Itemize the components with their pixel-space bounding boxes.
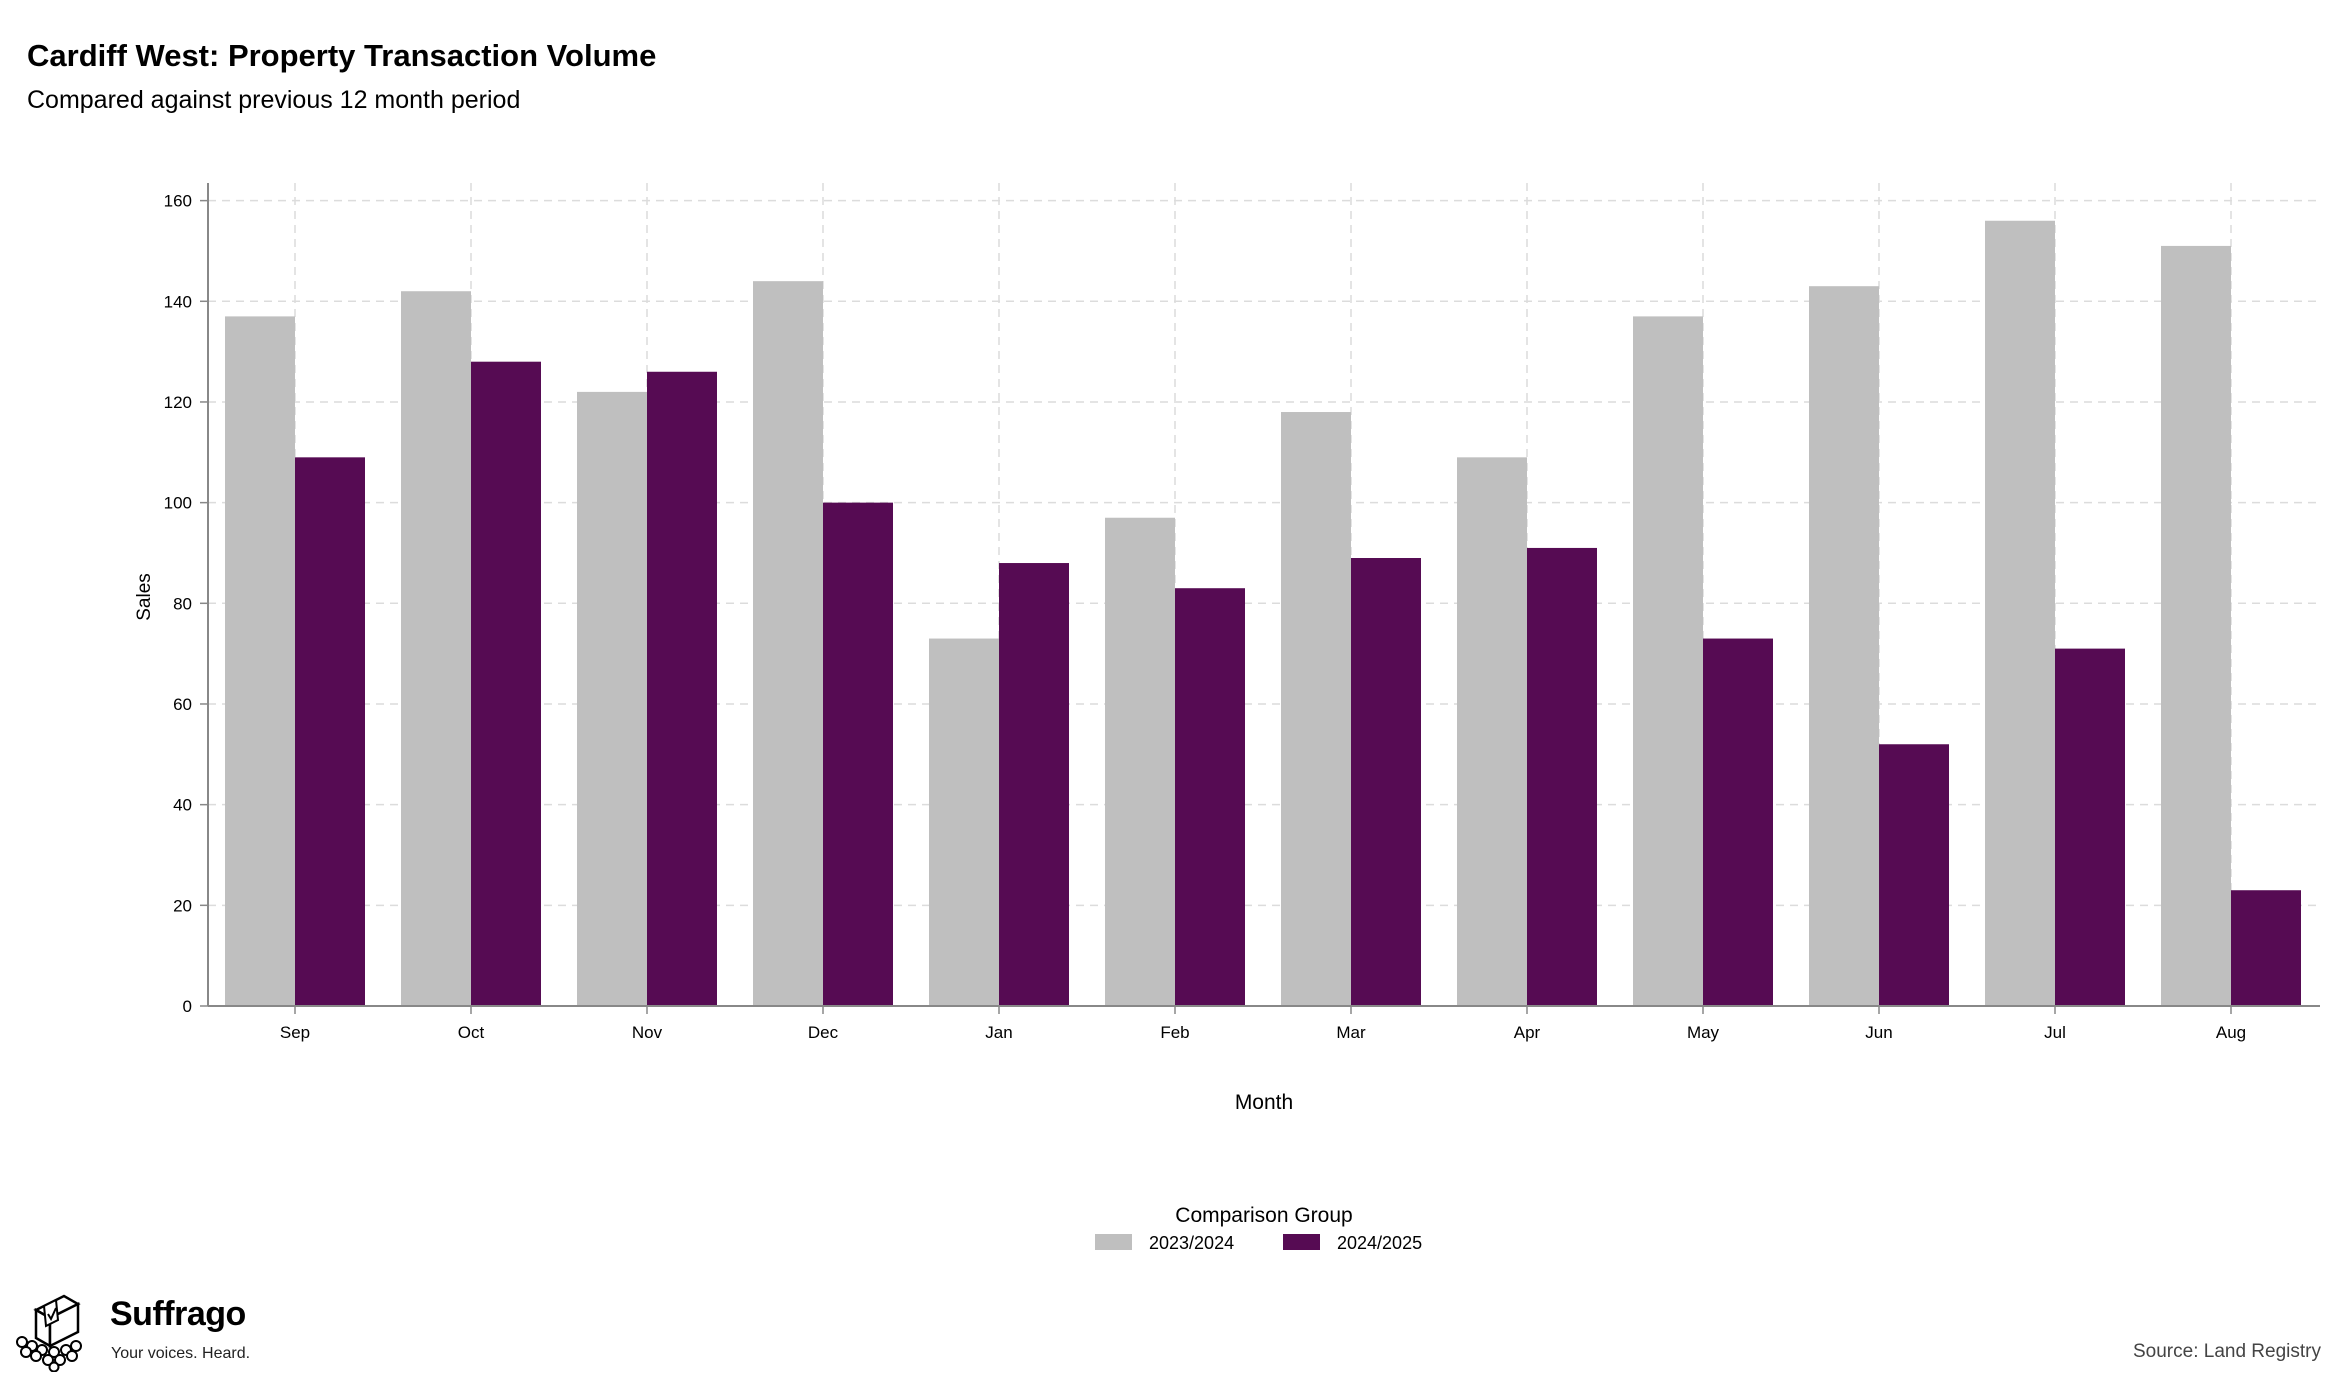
bar-2023-2024-nov — [577, 391, 647, 1007]
y-tick-label: 20 — [173, 896, 192, 915]
bar-2023-2024-aug — [2161, 245, 2231, 1007]
bar-2023-2024-jun — [1809, 286, 1879, 1007]
bar-2023-2024-mar — [1281, 412, 1351, 1006]
bar-2024-2025-nov — [647, 371, 717, 1006]
y-tick-label: 60 — [173, 695, 192, 714]
x-tick-label: Aug — [2216, 1023, 2246, 1042]
bar-2024-2025-mar — [1351, 558, 1421, 1006]
bar-2024-2025-oct — [471, 361, 541, 1006]
x-tick-label: Nov — [632, 1023, 663, 1042]
bar-2024-2025-may — [1703, 638, 1773, 1006]
bar-2024-2025-sep — [295, 457, 365, 1006]
brand-block: Suffrago Your voices. Heard. — [14, 1292, 274, 1372]
x-tick-label: Oct — [458, 1023, 485, 1042]
bar-2024-2025-jul — [2055, 648, 2125, 1006]
bars — [225, 220, 2301, 1007]
bar-2023-2024-apr — [1457, 457, 1527, 1006]
y-tick-label: 0 — [183, 997, 192, 1016]
bar-2024-2025-aug — [2231, 890, 2301, 1006]
y-tick-label: 140 — [164, 292, 192, 311]
legend-label-2023-2024: 2023/2024 — [1149, 1233, 1234, 1253]
chart-subtitle: Compared against previous 12 month perio… — [27, 86, 521, 114]
legend: Comparison Group 2023/2024 2024/2025 — [1095, 1204, 1422, 1253]
x-tick-label: Feb — [1160, 1023, 1189, 1042]
y-axis-title: Sales — [134, 573, 155, 621]
bar-2023-2024-may — [1633, 316, 1703, 1006]
bar-2023-2024-jul — [1985, 220, 2055, 1006]
y-tick-label: 80 — [173, 594, 192, 613]
legend-swatch-2024-2025 — [1283, 1234, 1320, 1250]
bar-2024-2025-dec — [823, 502, 893, 1006]
x-tick-label: Jul — [2044, 1023, 2066, 1042]
ballot-box-logo-icon — [16, 1294, 82, 1372]
x-tick-label: Mar — [1336, 1023, 1366, 1042]
legend-label-2024-2025: 2024/2025 — [1337, 1233, 1422, 1253]
bar-2024-2025-jun — [1879, 744, 1949, 1006]
x-tick-label: May — [1687, 1023, 1720, 1042]
legend-title: Comparison Group — [1175, 1204, 1352, 1227]
x-tick-label: Jan — [985, 1023, 1012, 1042]
bar-2024-2025-jan — [999, 563, 1069, 1006]
y-tick-label: 100 — [164, 494, 192, 513]
axes: 0 20 40 60 80 100 120 140 160 Sep Oct Nov Dec Jan Feb M… — [164, 183, 2320, 1042]
bar-2024-2025-apr — [1527, 547, 1597, 1006]
x-tick-label: Sep — [280, 1023, 310, 1042]
brand-name: Suffrago — [110, 1295, 246, 1333]
bar-2024-2025-feb — [1175, 588, 1245, 1006]
x-tick-label: Jun — [1865, 1023, 1892, 1042]
brand-tagline: Your voices. Heard. — [111, 1345, 251, 1362]
x-axis-title: Month — [1235, 1091, 1293, 1114]
bar-2023-2024-dec — [753, 281, 823, 1006]
x-tick-label: Apr — [1514, 1023, 1541, 1042]
legend-swatch-2023-2024 — [1095, 1234, 1132, 1250]
chart-title: Cardiff West: Property Transaction Volum… — [27, 38, 657, 73]
y-tick-label: 120 — [164, 393, 192, 412]
bar-2023-2024-feb — [1105, 517, 1175, 1006]
bar-2023-2024-jan — [929, 638, 999, 1006]
bar-2023-2024-sep — [225, 316, 295, 1006]
y-tick-label: 40 — [173, 796, 192, 815]
bar-2023-2024-oct — [401, 291, 471, 1006]
y-tick-label: 160 — [164, 192, 192, 211]
source-note: Source: Land Registry — [2133, 1341, 2321, 1362]
x-tick-label: Dec — [808, 1023, 839, 1042]
